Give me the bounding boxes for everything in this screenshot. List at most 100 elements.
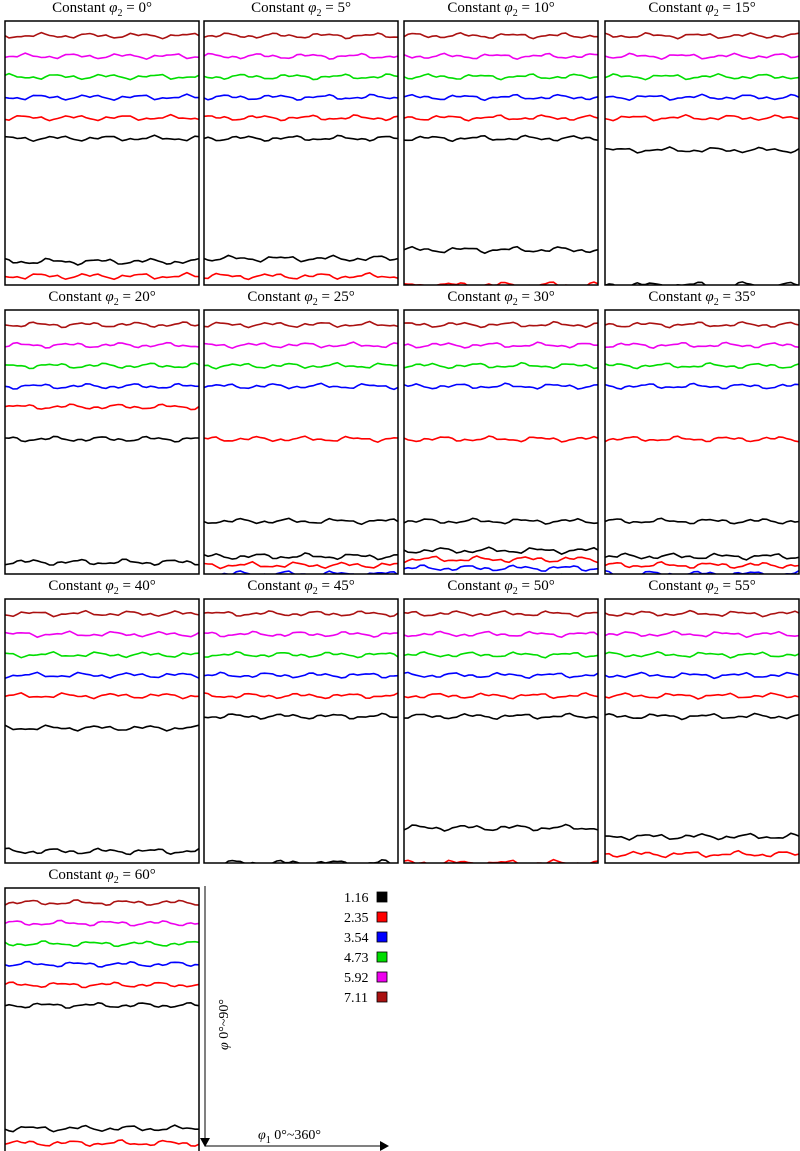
contour-line: [204, 254, 398, 263]
contour-line: [5, 899, 199, 907]
panel-grid: Constant φ2 = 0° Constant φ2 = 5° Constant…: [4, 0, 800, 1151]
legend-swatch: [376, 911, 388, 923]
contour-line: [5, 692, 199, 700]
contour-group: [5, 609, 199, 856]
panel-title-value: 50°: [534, 578, 555, 594]
contour-group: [404, 31, 598, 285]
legend-label: 1.16: [344, 891, 369, 906]
contour-line: [204, 32, 398, 40]
contour-line: [605, 561, 799, 569]
panel-title-equals: =: [518, 578, 534, 594]
contour-line: [204, 361, 398, 370]
contour-line: [404, 134, 598, 143]
panel-title: Constant φ2 = 30°: [447, 289, 554, 308]
panel-frame: [203, 20, 399, 286]
panel-title: Constant φ2 = 40°: [48, 578, 155, 597]
contour-group: [605, 321, 799, 574]
contour-line: [5, 271, 199, 281]
panel-title-equals: =: [119, 867, 135, 883]
panel-title-prefix: Constant: [447, 289, 504, 305]
contour-line: [605, 382, 799, 390]
panel-title-subscript: 2: [513, 8, 518, 19]
contour-line: [404, 651, 598, 659]
contour-line: [204, 630, 398, 638]
odf-panel: Constant φ2 = 20°: [4, 289, 200, 575]
contour-line: [204, 552, 398, 561]
contour-line: [5, 671, 199, 679]
legend: 1.16 2.35 3.54 4.73 5.92 7.11: [344, 891, 388, 1006]
contour-line: [5, 919, 199, 927]
contour-line: [204, 52, 398, 60]
panel-title-subscript: 2: [114, 875, 119, 886]
panel-title-symbol: φ: [105, 867, 113, 883]
contour-line: [404, 671, 598, 680]
panel-title-value: 40°: [135, 578, 156, 594]
legend-item: 3.54: [344, 931, 388, 946]
panel-title: Constant φ2 = 10°: [447, 0, 554, 19]
panel-title-value: 10°: [534, 0, 555, 16]
contour-group: [204, 610, 398, 863]
odf-panel: Constant φ2 = 15°: [604, 0, 800, 286]
legend-item: 4.73: [344, 951, 388, 966]
contour-line: [404, 31, 598, 40]
contour-line: [204, 692, 398, 700]
contour-line: [204, 320, 398, 329]
panel-title-prefix: Constant: [48, 867, 105, 883]
panel-title-equals: =: [119, 289, 135, 305]
phi1-axis-symbol: φ: [258, 1128, 266, 1143]
contour-line: [5, 940, 199, 948]
phi-axis-arrowhead: [200, 1138, 210, 1147]
panel-title-symbol: φ: [105, 578, 113, 594]
contour-line: [204, 517, 398, 526]
contour-line: [605, 281, 799, 285]
contour-group: [204, 32, 398, 281]
legend-label: 2.35: [344, 911, 369, 926]
contour-group: [5, 899, 199, 1147]
panel-title-prefix: Constant: [648, 578, 705, 594]
legend-label: 3.54: [344, 931, 369, 946]
panel-title-prefix: Constant: [648, 289, 705, 305]
contour-line: [404, 823, 598, 832]
contour-line: [404, 382, 598, 390]
contour-line: [204, 382, 398, 391]
contour-line: [5, 609, 199, 618]
contour-line: [5, 257, 199, 266]
contour-line: [605, 321, 799, 329]
contour-line: [204, 271, 398, 281]
panel-title-equals: =: [518, 289, 534, 305]
panel-title-equals: =: [318, 578, 334, 594]
panel-title: Constant φ2 = 25°: [247, 289, 354, 308]
panel-title: Constant φ2 = 50°: [447, 578, 554, 597]
panel-title-subscript: 2: [313, 586, 318, 597]
contour-line: [605, 552, 799, 561]
phi-axis-symbol: φ: [217, 1042, 232, 1050]
contour-line: [404, 610, 598, 618]
panel-title-value: 0°: [138, 0, 152, 16]
panel-title-symbol: φ: [504, 578, 512, 594]
panel-title-equals: =: [719, 289, 735, 305]
legend-swatch: [376, 931, 388, 943]
contour-line: [605, 712, 799, 721]
panel-title-value: 45°: [334, 578, 355, 594]
panel-title-prefix: Constant: [247, 289, 304, 305]
panel-title-symbol: φ: [504, 0, 512, 16]
contour-line: [5, 382, 199, 390]
panel-title: Constant φ2 = 55°: [648, 578, 755, 597]
panel-title-prefix: Constant: [251, 0, 308, 16]
panel-title: Constant φ2 = 0°: [52, 0, 152, 19]
contour-line: [5, 31, 199, 40]
contour-line: [404, 114, 598, 122]
phi1-axis-arrowhead: [380, 1141, 389, 1151]
panel-title-value: 30°: [534, 289, 555, 305]
panel-frame: [4, 20, 200, 286]
phi-axis-range: 0°~90°: [217, 999, 232, 1042]
panel-frame: [4, 309, 200, 575]
panel-frame: [203, 309, 399, 575]
odf-panel: Constant φ2 = 0°: [4, 0, 200, 286]
panel-title-subscript: 2: [714, 297, 719, 308]
contour-line: [404, 712, 598, 721]
panel-title-value: 5°: [337, 0, 351, 16]
contour-line: [404, 692, 598, 700]
contour-line: [605, 849, 799, 859]
contour-line: [404, 555, 598, 564]
